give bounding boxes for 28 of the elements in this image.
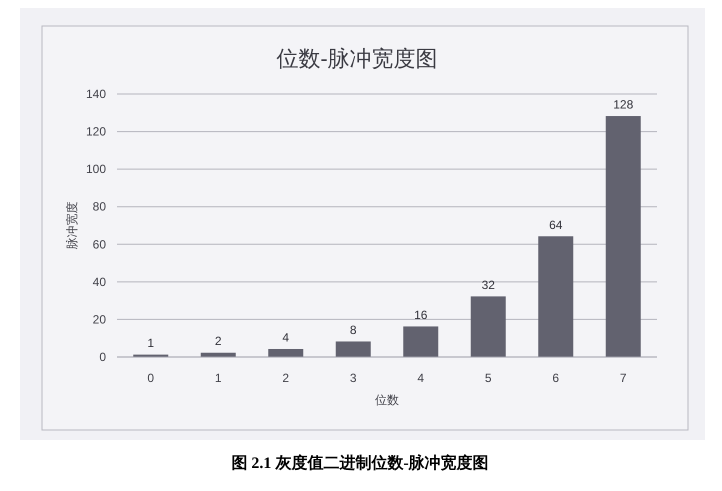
caption: 图 2.1 灰度值二进制位数-脉冲宽度图 bbox=[231, 453, 489, 472]
data-label: 32 bbox=[482, 278, 496, 292]
x-tick-label: 3 bbox=[350, 371, 357, 385]
data-label: 1 bbox=[147, 336, 154, 350]
data-label: 8 bbox=[350, 322, 357, 337]
x-tick-label: 6 bbox=[552, 371, 560, 385]
data-label: 128 bbox=[613, 98, 634, 112]
x-tick-label: 1 bbox=[214, 371, 222, 385]
data-label: 16 bbox=[414, 308, 428, 322]
y-tick-label: 80 bbox=[92, 200, 106, 214]
x-tick-label: 4 bbox=[417, 371, 424, 385]
data-label: 4 bbox=[282, 330, 290, 344]
chart-title: 位数-脉冲宽度图 bbox=[276, 46, 438, 71]
x-tick-label: 0 bbox=[147, 371, 154, 385]
x-tick-label: 7 bbox=[620, 371, 627, 385]
y-tick-label: 60 bbox=[92, 237, 106, 252]
x-tick-label: 5 bbox=[484, 371, 492, 385]
y-tick-label: 140 bbox=[86, 87, 106, 101]
x-tick-label: 2 bbox=[282, 371, 290, 385]
y-axis-title: 脉冲宽度 bbox=[65, 202, 79, 250]
y-tick-label: 40 bbox=[92, 274, 106, 289]
data-label: 64 bbox=[549, 218, 563, 232]
data-label: 2 bbox=[214, 334, 222, 348]
y-tick-label: 100 bbox=[86, 162, 106, 176]
x-axis-title: 位数 bbox=[375, 393, 399, 407]
y-tick-label: 120 bbox=[86, 124, 106, 139]
y-tick-label: 20 bbox=[92, 312, 106, 326]
y-tick-label: 0 bbox=[99, 350, 106, 364]
